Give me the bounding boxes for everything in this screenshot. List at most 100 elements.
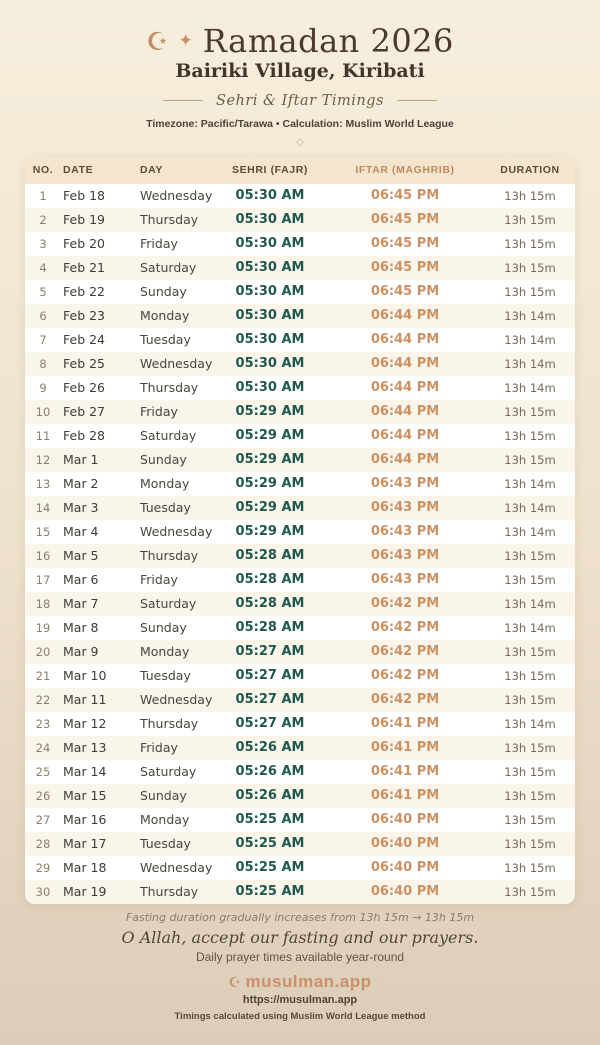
cell-sehri: 05:30 AM (210, 231, 330, 256)
cell-date: Mar 5 (61, 543, 137, 568)
table-row: 13 Mar 2 Monday 05:29 AM 06:43 PM 13h 14m (25, 471, 575, 496)
cell-duration: 13h 15m (480, 423, 575, 448)
sparkle-star-icon: ✦ (178, 30, 193, 51)
table-row: 22 Mar 11 Wednesday 05:27 AM 06:42 PM 13h 15m (25, 687, 575, 712)
table-row: 18 Mar 7 Saturday 05:28 AM 06:42 PM 13h 14m (25, 591, 575, 616)
cell-iftar: 06:40 PM (330, 879, 480, 904)
cell-sehri: 05:30 AM (210, 303, 330, 328)
cell-duration: 13h 15m (480, 255, 575, 280)
cell-duration: 13h 15m (480, 855, 575, 880)
table-body: 1 Feb 18 Wednesday 05:30 AM 06:45 PM 13h 15m 2… (25, 183, 575, 904)
cell-duration: 13h 15m (480, 831, 575, 856)
cell-date: Mar 12 (61, 711, 137, 736)
cell-day: Sunday (137, 279, 210, 304)
cell-day: Thursday (137, 375, 210, 400)
cell-day: Monday (137, 303, 210, 328)
table-row: 16 Mar 5 Thursday 05:28 AM 06:43 PM 13h 15m (25, 543, 575, 568)
cell-duration: 13h 14m (480, 471, 575, 496)
table-row: 12 Mar 1 Sunday 05:29 AM 06:44 PM 13h 15m (25, 447, 575, 472)
cell-iftar: 06:41 PM (330, 735, 480, 760)
location-title: Bairiki Village, Kiribati (175, 60, 425, 82)
cell-duration: 13h 14m (480, 303, 575, 328)
cell-date: Feb 19 (61, 207, 137, 232)
cell-day: Thursday (137, 207, 210, 232)
cell-duration: 13h 15m (480, 639, 575, 664)
cell-day: Saturday (137, 423, 210, 448)
timezone-calculation-line: Timezone: Pacific/Tarawa • Calculation: … (146, 117, 454, 130)
cell-iftar: 06:45 PM (330, 183, 480, 208)
cell-no: 5 (25, 279, 61, 304)
cell-day: Tuesday (137, 327, 210, 352)
cell-date: Feb 18 (61, 183, 137, 208)
table-row: 28 Mar 17 Tuesday 05:25 AM 06:40 PM 13h 15m (25, 831, 575, 856)
cell-no: 28 (25, 831, 61, 856)
cell-duration: 13h 14m (480, 711, 575, 736)
cell-day: Tuesday (137, 495, 210, 520)
cell-iftar: 06:40 PM (330, 831, 480, 856)
cell-date: Mar 7 (61, 591, 137, 616)
cell-day: Saturday (137, 255, 210, 280)
cell-day: Thursday (137, 879, 210, 904)
cell-date: Feb 26 (61, 375, 137, 400)
cell-iftar: 06:44 PM (330, 303, 480, 328)
diamond-ornament-icon: ◇ (296, 136, 304, 148)
brand-name: musulman.app (245, 971, 372, 991)
column-header-no: NO. (25, 156, 61, 184)
cell-iftar: 06:40 PM (330, 855, 480, 880)
table-row: 25 Mar 14 Saturday 05:26 AM 06:41 PM 13h 15m (25, 759, 575, 784)
cell-iftar: 06:42 PM (330, 615, 480, 640)
brand-crescent-icon: ☪ (228, 973, 242, 990)
cell-duration: 13h 15m (480, 231, 575, 256)
brand-row: ☪ musulman.app (0, 972, 600, 992)
cell-no: 30 (25, 879, 61, 904)
cell-date: Mar 17 (61, 831, 137, 856)
table-row: 8 Feb 25 Wednesday 05:30 AM 06:44 PM 13h 14m (25, 351, 575, 376)
cell-day: Saturday (137, 759, 210, 784)
cell-day: Saturday (137, 591, 210, 616)
cell-day: Monday (137, 807, 210, 832)
cell-no: 19 (25, 615, 61, 640)
cell-day: Thursday (137, 711, 210, 736)
method-note: Timings calculated using Muslim World Le… (174, 1010, 426, 1022)
column-header-sehri: SEHRI (FAJR) (210, 156, 330, 184)
cell-sehri: 05:27 AM (210, 687, 330, 712)
cell-day: Tuesday (137, 831, 210, 856)
table-row: 21 Mar 10 Tuesday 05:27 AM 06:42 PM 13h 15m (25, 663, 575, 688)
cell-sehri: 05:29 AM (210, 495, 330, 520)
cell-day: Tuesday (137, 663, 210, 688)
cell-duration: 13h 15m (480, 183, 575, 208)
table-row: 29 Mar 18 Wednesday 05:25 AM 06:40 PM 13h 15m (25, 855, 575, 880)
cell-no: 26 (25, 783, 61, 808)
table-row: 11 Feb 28 Saturday 05:29 AM 06:44 PM 13h 15m (25, 423, 575, 448)
table-row: 14 Mar 3 Tuesday 05:29 AM 06:43 PM 13h 14m (25, 495, 575, 520)
table-row: 19 Mar 8 Sunday 05:28 AM 06:42 PM 13h 14m (25, 615, 575, 640)
column-header-day: DAY (137, 156, 210, 184)
table-row: 6 Feb 23 Monday 05:30 AM 06:44 PM 13h 14m (25, 303, 575, 328)
cell-date: Feb 25 (61, 351, 137, 376)
cell-day: Friday (137, 231, 210, 256)
brand-url: https://musulman.app (242, 993, 358, 1006)
cell-day: Thursday (137, 543, 210, 568)
cell-sehri: 05:30 AM (210, 327, 330, 352)
cell-no: 9 (25, 375, 61, 400)
cell-no: 15 (25, 519, 61, 544)
cell-sehri: 05:30 AM (210, 207, 330, 232)
table-row: 17 Mar 6 Friday 05:28 AM 06:43 PM 13h 15m (25, 567, 575, 592)
cell-no: 25 (25, 759, 61, 784)
cell-iftar: 06:43 PM (330, 471, 480, 496)
cell-no: 7 (25, 327, 61, 352)
table-row: 2 Feb 19 Thursday 05:30 AM 06:45 PM 13h 15m (25, 207, 575, 232)
cell-date: Mar 1 (61, 447, 137, 472)
cell-date: Mar 11 (61, 687, 137, 712)
cell-iftar: 06:44 PM (330, 423, 480, 448)
page-header: ☪ ✦ Ramadan 2026 Bairiki Village, Kiriba… (0, 22, 600, 148)
cell-date: Mar 15 (61, 783, 137, 808)
cell-no: 6 (25, 303, 61, 328)
cell-sehri: 05:29 AM (210, 519, 330, 544)
cell-day: Sunday (137, 447, 210, 472)
cell-duration: 13h 15m (480, 279, 575, 304)
cell-no: 11 (25, 423, 61, 448)
table-row: 5 Feb 22 Sunday 05:30 AM 06:45 PM 13h 15m (25, 279, 575, 304)
cell-duration: 13h 15m (480, 447, 575, 472)
